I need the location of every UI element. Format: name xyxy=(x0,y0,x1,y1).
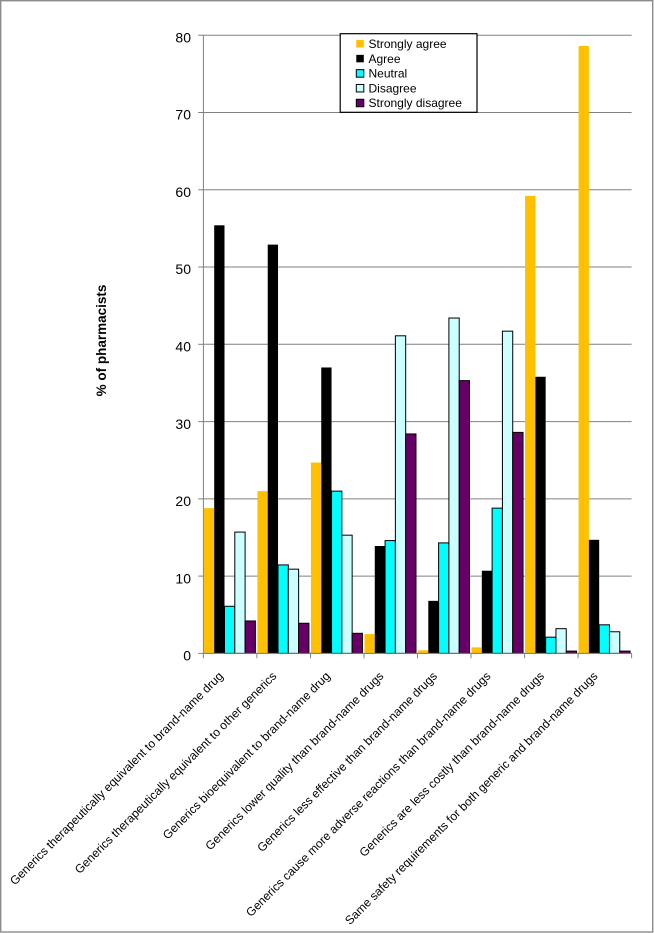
svg-text:70: 70 xyxy=(175,107,191,123)
svg-text:10: 10 xyxy=(175,570,191,586)
svg-text:Strongly agree: Strongly agree xyxy=(369,37,447,51)
svg-text:60: 60 xyxy=(175,184,191,200)
svg-text:50: 50 xyxy=(175,261,191,277)
svg-text:40: 40 xyxy=(175,339,191,355)
svg-text:20: 20 xyxy=(175,493,191,509)
svg-text:% of pharmacists: % of pharmacists xyxy=(94,285,109,397)
svg-text:30: 30 xyxy=(175,416,191,432)
svg-text:Disagree: Disagree xyxy=(369,81,417,95)
svg-text:80: 80 xyxy=(175,29,191,45)
svg-text:Strongly disagree: Strongly disagree xyxy=(369,96,463,110)
svg-text:0: 0 xyxy=(183,648,191,664)
svg-text:Agree: Agree xyxy=(369,52,401,66)
svg-text:Neutral: Neutral xyxy=(369,67,408,81)
